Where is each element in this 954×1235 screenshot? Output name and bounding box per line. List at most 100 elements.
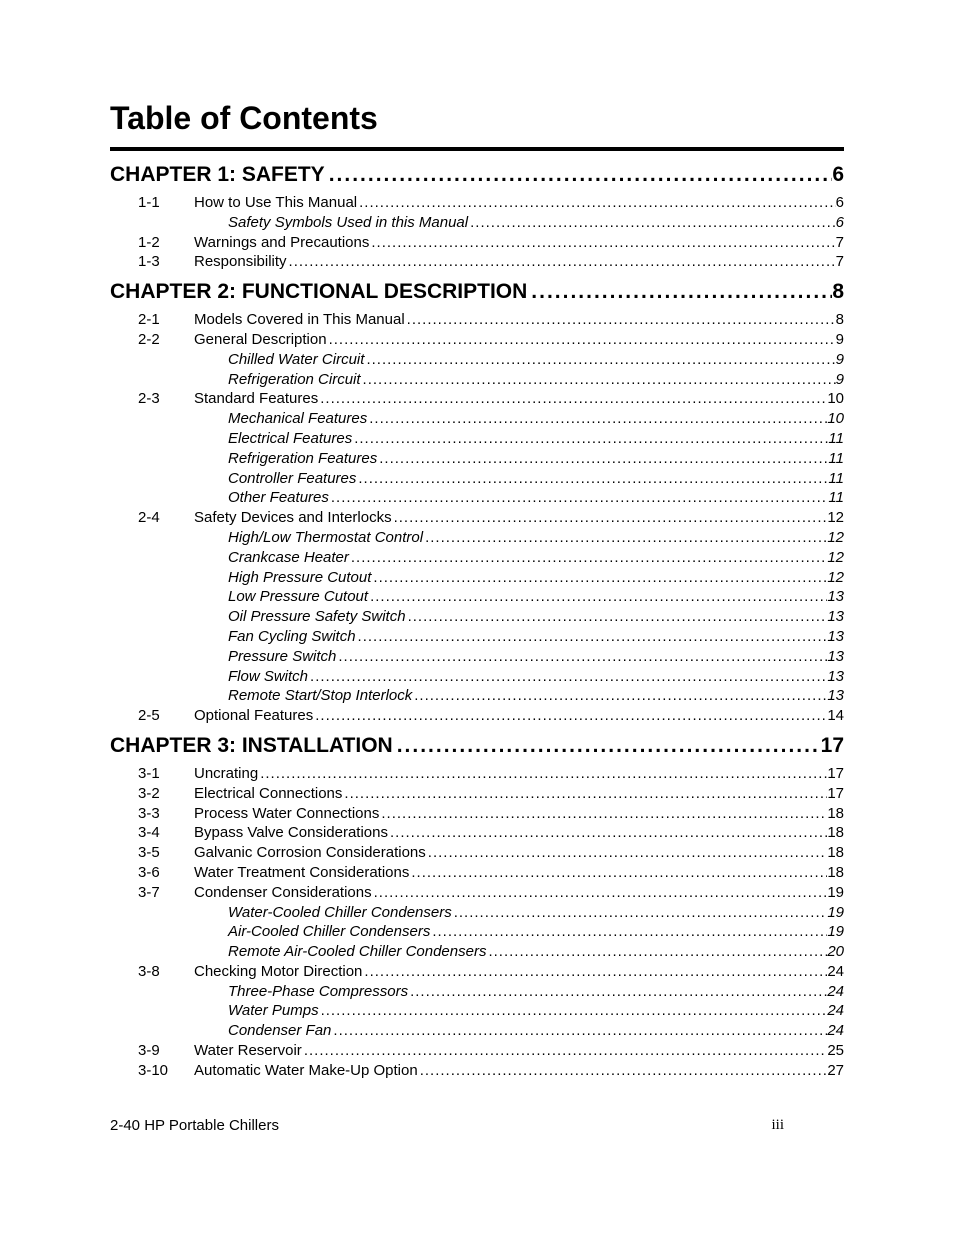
section-page: 7 [836,233,844,253]
section-title: Water Pumps [194,1001,319,1021]
toc-sub-row: High/Low Thermostat Control12 [138,528,844,548]
toc-row: 3-7Condenser Considerations19 [138,883,844,903]
leader-dots [364,350,835,370]
section-title: Remote Air-Cooled Chiller Condensers [194,942,486,962]
chapter-sections: 1-1How to Use This Manual6Safety Symbols… [138,193,844,272]
section-title: Controller Features [194,469,356,489]
section-title: Warnings and Precautions [194,233,369,253]
toc-sub-row: Crankcase Heater 12 [138,548,844,568]
leader-dots [393,734,821,758]
leader-dots [430,922,827,942]
section-number: 2-4 [138,508,194,528]
toc-sub-row: Air-Cooled Chiller Condensers 19 [138,922,844,942]
section-page: 12 [827,548,844,568]
section-page: 9 [836,370,844,390]
section-title: Chilled Water Circuit [194,350,364,370]
toc-sub-row: Other Features 11 [138,488,844,508]
section-title: Oil Pressure Safety Switch [194,607,406,627]
section-number: 2-3 [138,389,194,409]
section-title: Optional Features [194,706,313,726]
section-page: 18 [827,843,844,863]
section-page: 19 [827,883,844,903]
toc-row: 2-2General Description9 [138,330,844,350]
toc-row: 3-8Checking Motor Direction24 [138,962,844,982]
section-page: 13 [827,627,844,647]
section-number: 1-3 [138,252,194,272]
section-title: Responsibility [194,252,287,272]
section-page: 25 [827,1041,844,1061]
section-title: Uncrating [194,764,258,784]
section-page: 11 [828,449,844,469]
section-page: 24 [827,1021,844,1041]
leader-dots [357,193,836,213]
page-footer: 2-40 HP Portable Chillers iii [110,1117,844,1134]
toc-row: 2-1Models Covered in This Manual8 [138,310,844,330]
leader-dots [318,389,827,409]
chapter-title: CHAPTER 1: SAFETY [110,163,325,187]
toc-sub-row: Mechanical Features10 [138,409,844,429]
section-page: 13 [827,607,844,627]
leader-dots [329,488,829,508]
section-page: 20 [827,942,844,962]
leader-dots [408,982,827,1002]
section-title: Air-Cooled Chiller Condensers [194,922,430,942]
section-page: 24 [827,1001,844,1021]
leader-dots [368,587,827,607]
toc-row: 2-4Safety Devices and Interlocks12 [138,508,844,528]
section-title: Models Covered in This Manual [194,310,405,330]
chapter-page: 17 [821,734,844,758]
section-page: 24 [827,982,844,1002]
section-page: 18 [827,863,844,883]
toc-sub-row: Condenser Fan24 [138,1021,844,1041]
toc-row: 3-4Bypass Valve Considerations18 [138,823,844,843]
section-page: 6 [836,213,844,233]
leader-dots [418,1061,828,1081]
leader-dots [342,784,827,804]
toc-sub-row: Water-Cooled Chiller Condensers19 [138,903,844,923]
leader-dots [426,843,828,863]
section-page: 10 [827,409,844,429]
section-title: High/Low Thermostat Control [194,528,423,548]
leader-dots [379,804,827,824]
leader-dots [406,607,828,627]
section-number: 1-1 [138,193,194,213]
leader-dots [325,163,833,187]
toc-sub-row: Low Pressure Cutout13 [138,587,844,607]
toc-row: 3-2Electrical Connections17 [138,784,844,804]
section-title: Pressure Switch [194,647,336,667]
section-page: 10 [827,389,844,409]
section-number: 2-5 [138,706,194,726]
leader-dots [302,1041,828,1061]
section-title: Fan Cycling Switch [194,627,356,647]
section-page: 17 [827,764,844,784]
section-title: Electrical Connections [194,784,342,804]
section-title: Other Features [194,488,329,508]
section-number: 3-2 [138,784,194,804]
footer-left: 2-40 HP Portable Chillers [110,1117,279,1134]
toc-row: 2-3Standard Features10 [138,389,844,409]
toc-sub-row: Refrigeration Circuit9 [138,370,844,390]
section-title: Refrigeration Features [194,449,377,469]
section-page: 11 [828,469,844,489]
toc-sub-row: Remote Start/Stop Interlock13 [138,686,844,706]
toc-row: 3-1Uncrating17 [138,764,844,784]
toc-row: 1-1How to Use This Manual6 [138,193,844,213]
section-page: 13 [827,667,844,687]
toc-row: 1-2Warnings and Precautions7 [138,233,844,253]
chapter-heading: CHAPTER 2: FUNCTIONAL DESCRIPTION8 [110,280,844,304]
leader-dots [377,449,828,469]
section-page: 11 [828,488,844,508]
section-page: 13 [827,587,844,607]
section-page: 19 [827,922,844,942]
section-title: Water Reservoir [194,1041,302,1061]
leader-dots [409,863,827,883]
chapter-heading: CHAPTER 3: INSTALLATION17 [110,734,844,758]
toc-row: 2-5Optional Features14 [138,706,844,726]
leader-dots [371,568,827,588]
leader-dots [468,213,836,233]
section-title: Checking Motor Direction [194,962,362,982]
leader-dots [486,942,827,962]
chapter-sections: 3-1Uncrating173-2Electrical Connections1… [138,764,844,1081]
toc-row: 3-9Water Reservoir25 [138,1041,844,1061]
section-title: Crankcase Heater [194,548,349,568]
